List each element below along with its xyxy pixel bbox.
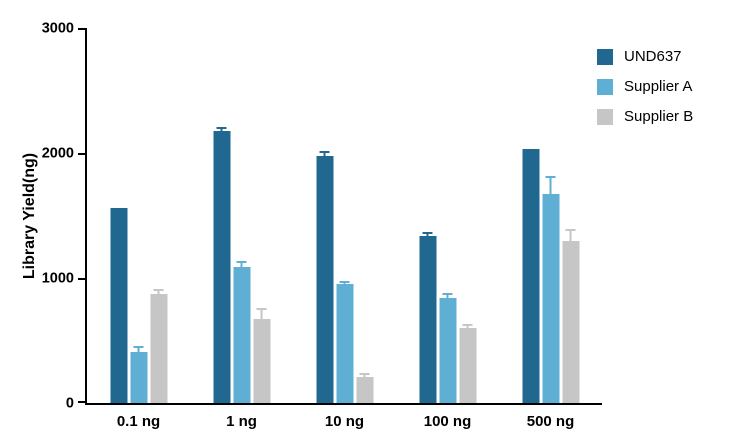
error-bar-cap (236, 261, 247, 264)
legend-item: Supplier A (597, 78, 693, 95)
y-tick-mark (78, 28, 85, 30)
bar-group (110, 208, 167, 403)
bar (522, 149, 539, 403)
bar (542, 176, 559, 403)
y-tick-label: 2000 (41, 144, 74, 161)
error-bar-cap (359, 373, 370, 375)
legend-swatch (597, 48, 613, 65)
error-bar (153, 289, 164, 295)
bar-group (419, 231, 476, 403)
legend-label: Supplier B (624, 108, 694, 125)
error-bar (359, 373, 370, 377)
y-tick-label: 3000 (41, 19, 74, 36)
legend: UND637 Supplier A Supplier B (597, 48, 693, 138)
bar (233, 261, 250, 403)
error-bar (339, 280, 350, 285)
error-bar-cap (422, 231, 433, 234)
bar-group (316, 151, 373, 403)
error-bar-cap (442, 293, 453, 295)
x-tick-label: 1 ng (226, 413, 257, 430)
error-bar (236, 261, 247, 267)
bar (316, 151, 333, 403)
bar (253, 308, 270, 403)
error-bar (422, 231, 433, 236)
legend-item: UND637 (597, 48, 693, 65)
y-tick-label: 0 (65, 394, 74, 411)
y-tick-mark (78, 153, 85, 155)
bar (419, 231, 436, 403)
legend-swatch (597, 108, 613, 125)
error-bar-cap (256, 308, 267, 310)
bar (110, 208, 127, 403)
error-bar (565, 229, 576, 241)
error-bar (462, 324, 473, 328)
y-tick-mark (78, 278, 85, 280)
error-bar-cap (565, 229, 576, 232)
error-bar (216, 126, 227, 131)
bar (562, 229, 579, 403)
x-tick-label: 100 ng (423, 413, 472, 430)
error-bar (545, 176, 556, 195)
legend-label: Supplier A (624, 78, 693, 95)
bar (439, 293, 456, 403)
y-axis-title: Library Yield(ng) (21, 152, 38, 280)
plot-area: 0 1000 2000 3000 0.1 ng 1 ng 10 ng 100 ng 500 ng (42, 21, 602, 430)
error-bar (319, 151, 330, 156)
error-bar-cap (133, 345, 144, 348)
bar (356, 373, 373, 403)
error-bar-cap (545, 176, 556, 179)
x-tick-label: 10 ng (324, 413, 365, 430)
legend-item: Supplier B (597, 108, 693, 125)
error-bar-cap (339, 280, 350, 283)
bar (336, 280, 353, 403)
legend-label: UND637 (624, 48, 682, 65)
legend-swatch (597, 78, 613, 95)
error-bar-cap (153, 289, 164, 292)
x-tick-label: 0.1 ng (116, 413, 161, 430)
bar-group (522, 149, 579, 403)
y-tick-mark (78, 401, 85, 403)
error-bar-cap (462, 324, 473, 327)
bar (213, 126, 230, 403)
bar (459, 324, 476, 403)
error-bar-cap (216, 126, 227, 129)
x-tick-label: 500 ng (526, 413, 575, 430)
error-bar (133, 345, 144, 352)
error-bar (442, 293, 453, 298)
bar-group (213, 126, 270, 403)
bar (130, 345, 147, 403)
y-tick-label: 1000 (41, 269, 74, 286)
error-bar-cap (319, 151, 330, 154)
error-bar (256, 308, 267, 320)
bar (150, 289, 167, 403)
